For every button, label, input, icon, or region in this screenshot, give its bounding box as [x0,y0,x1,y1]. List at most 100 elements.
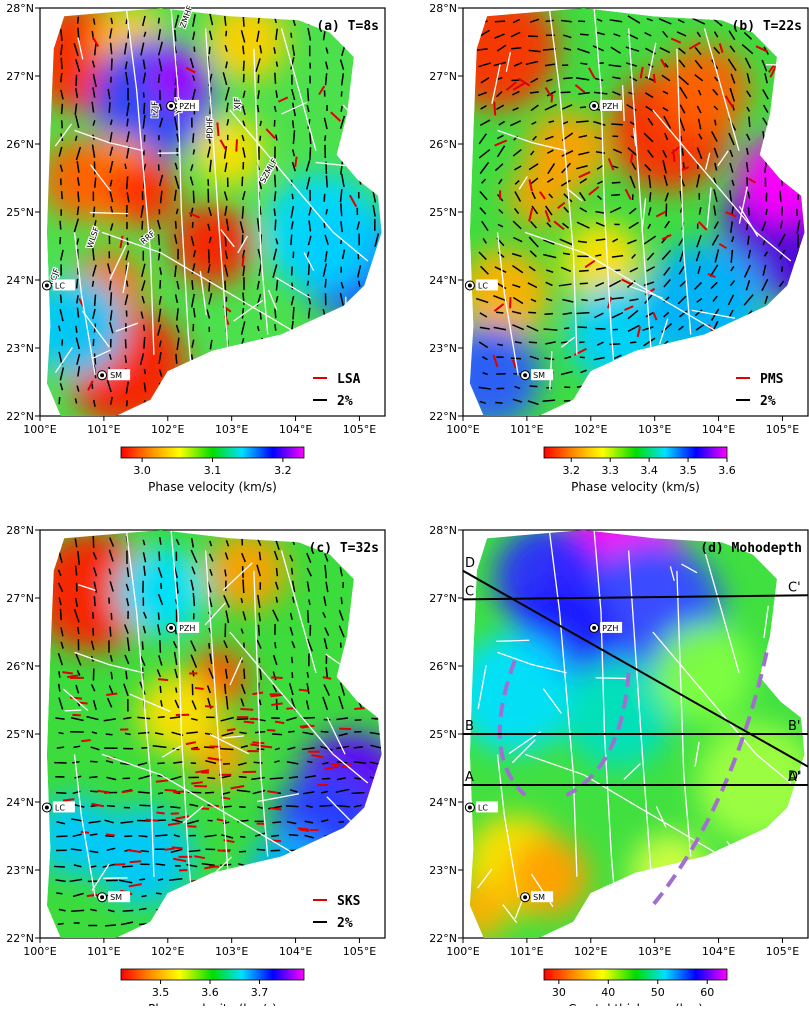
panel-title: (d) Mohodepth [700,541,802,556]
lat-tick-label: 25°N [429,728,457,741]
reference-bar [191,782,202,783]
reference-bar [81,740,90,741]
colorbar-tick-label: 3.0 [133,464,151,477]
anisotropy-bar [341,203,342,216]
lat-tick-label: 24°N [6,796,34,809]
anisotropy-bar [243,61,244,71]
anisotropy-bar [138,732,149,733]
anisotropy-bar [176,221,177,229]
reference-bar [242,255,243,266]
anisotropy-bar [111,58,112,70]
city-marker: PZH [590,100,623,111]
anisotropy-bar [138,792,149,793]
city-label: PZH [179,102,195,111]
fault-label: PDHF [206,117,215,139]
map-panel-a: ZMHFYMFLZJFPDHFXJFSZMLFWLSFRRFLCJFPZHLCS… [6,1,405,494]
lat-tick-label: 25°N [6,206,34,219]
anisotropy-bar [193,133,194,142]
anisotropy-bar [576,121,589,122]
anisotropy-bar [293,307,294,319]
city-dot-inner [523,895,527,899]
profile-end-label: C' [788,580,801,595]
anisotropy-bar [158,18,159,24]
panel-title: (c) T=32s [309,541,379,556]
lon-tick-label: 105°E [766,945,799,958]
anisotropy-bar [127,400,128,406]
lat-tick-label: 28°N [429,524,457,537]
colorbar-label: Phase velocity (km/s) [571,480,700,494]
legend-red-label: SKS [337,894,361,909]
legend-black-label: 2% [337,916,353,931]
lat-tick-label: 23°N [6,342,34,355]
lat-tick-label: 27°N [6,70,34,83]
anisotropy-bar [125,164,126,169]
anisotropy-bar [61,73,62,82]
lat-tick-label: 22°N [6,932,34,945]
lon-tick-label: 102°E [151,945,184,958]
anisotropy-bar [139,836,148,837]
city-marker: LC [465,279,498,290]
lon-tick-label: 104°E [279,945,312,958]
lon-tick-label: 100°E [446,945,479,958]
anisotropy-bar [57,747,64,748]
anisotropy-bar [209,47,210,54]
anisotropy-bar [272,822,281,823]
anisotropy-bar [158,793,163,794]
fault-label: LZJF [150,101,159,118]
anisotropy-bar [495,21,505,22]
city-label: PZH [602,624,618,633]
colorbar-tick-label: 3.3 [601,464,619,477]
reference-bar [195,688,204,689]
anisotropy-bar [93,612,94,619]
anisotropy-bar [144,337,145,349]
reference-bar [156,780,168,781]
city-marker: PZH [590,622,623,633]
anisotropy-bar [610,344,621,345]
lat-tick-label: 27°N [6,592,34,605]
anisotropy-bar [324,194,325,202]
anisotropy-bar [276,90,277,97]
anisotropy-bar [544,314,553,315]
profile-start-label: D [465,556,475,571]
anisotropy-bar [143,92,144,97]
anisotropy-bar [611,124,623,125]
anisotropy-bar [126,671,127,679]
reference-bar [299,690,309,691]
city-marker: LC [42,801,75,812]
anisotropy-bar [243,46,244,55]
anisotropy-bar [242,308,243,319]
anisotropy-bar [62,191,63,199]
anisotropy-bar [258,625,259,636]
colorbar-tick-label: 3.1 [204,464,222,477]
reference-bar [240,709,253,710]
lon-tick-label: 100°E [23,945,56,958]
anisotropy-bar [255,732,265,733]
anisotropy-bar [326,176,327,188]
anisotropy-bar [225,281,226,291]
anisotropy-bar [310,132,311,144]
reference-bar [165,790,177,791]
colorbar-tick-label: 3.6 [201,986,219,999]
anisotropy-bar [580,107,586,108]
reference-bar [271,677,282,678]
anisotropy-bar [293,120,294,128]
anisotropy-bar [239,807,245,808]
city-dot-inner [468,805,472,809]
anisotropy-bar [62,120,63,128]
anisotropy-bar [78,191,79,202]
anisotropy-bar [275,309,276,319]
anisotropy-bar [205,792,214,793]
reference-bar [551,94,552,102]
city-dot-inner [100,895,104,899]
colorbar-tick-label: 3.5 [152,986,170,999]
colorbar-gradient [121,447,304,458]
anisotropy-bar [54,866,65,867]
anisotropy-bar [272,734,282,735]
reference-bar [300,830,309,831]
anisotropy-bar [159,551,160,560]
anisotropy-bar [292,657,293,663]
reference-bar [164,848,174,849]
anisotropy-bar [749,117,750,127]
anisotropy-bar [580,357,585,358]
